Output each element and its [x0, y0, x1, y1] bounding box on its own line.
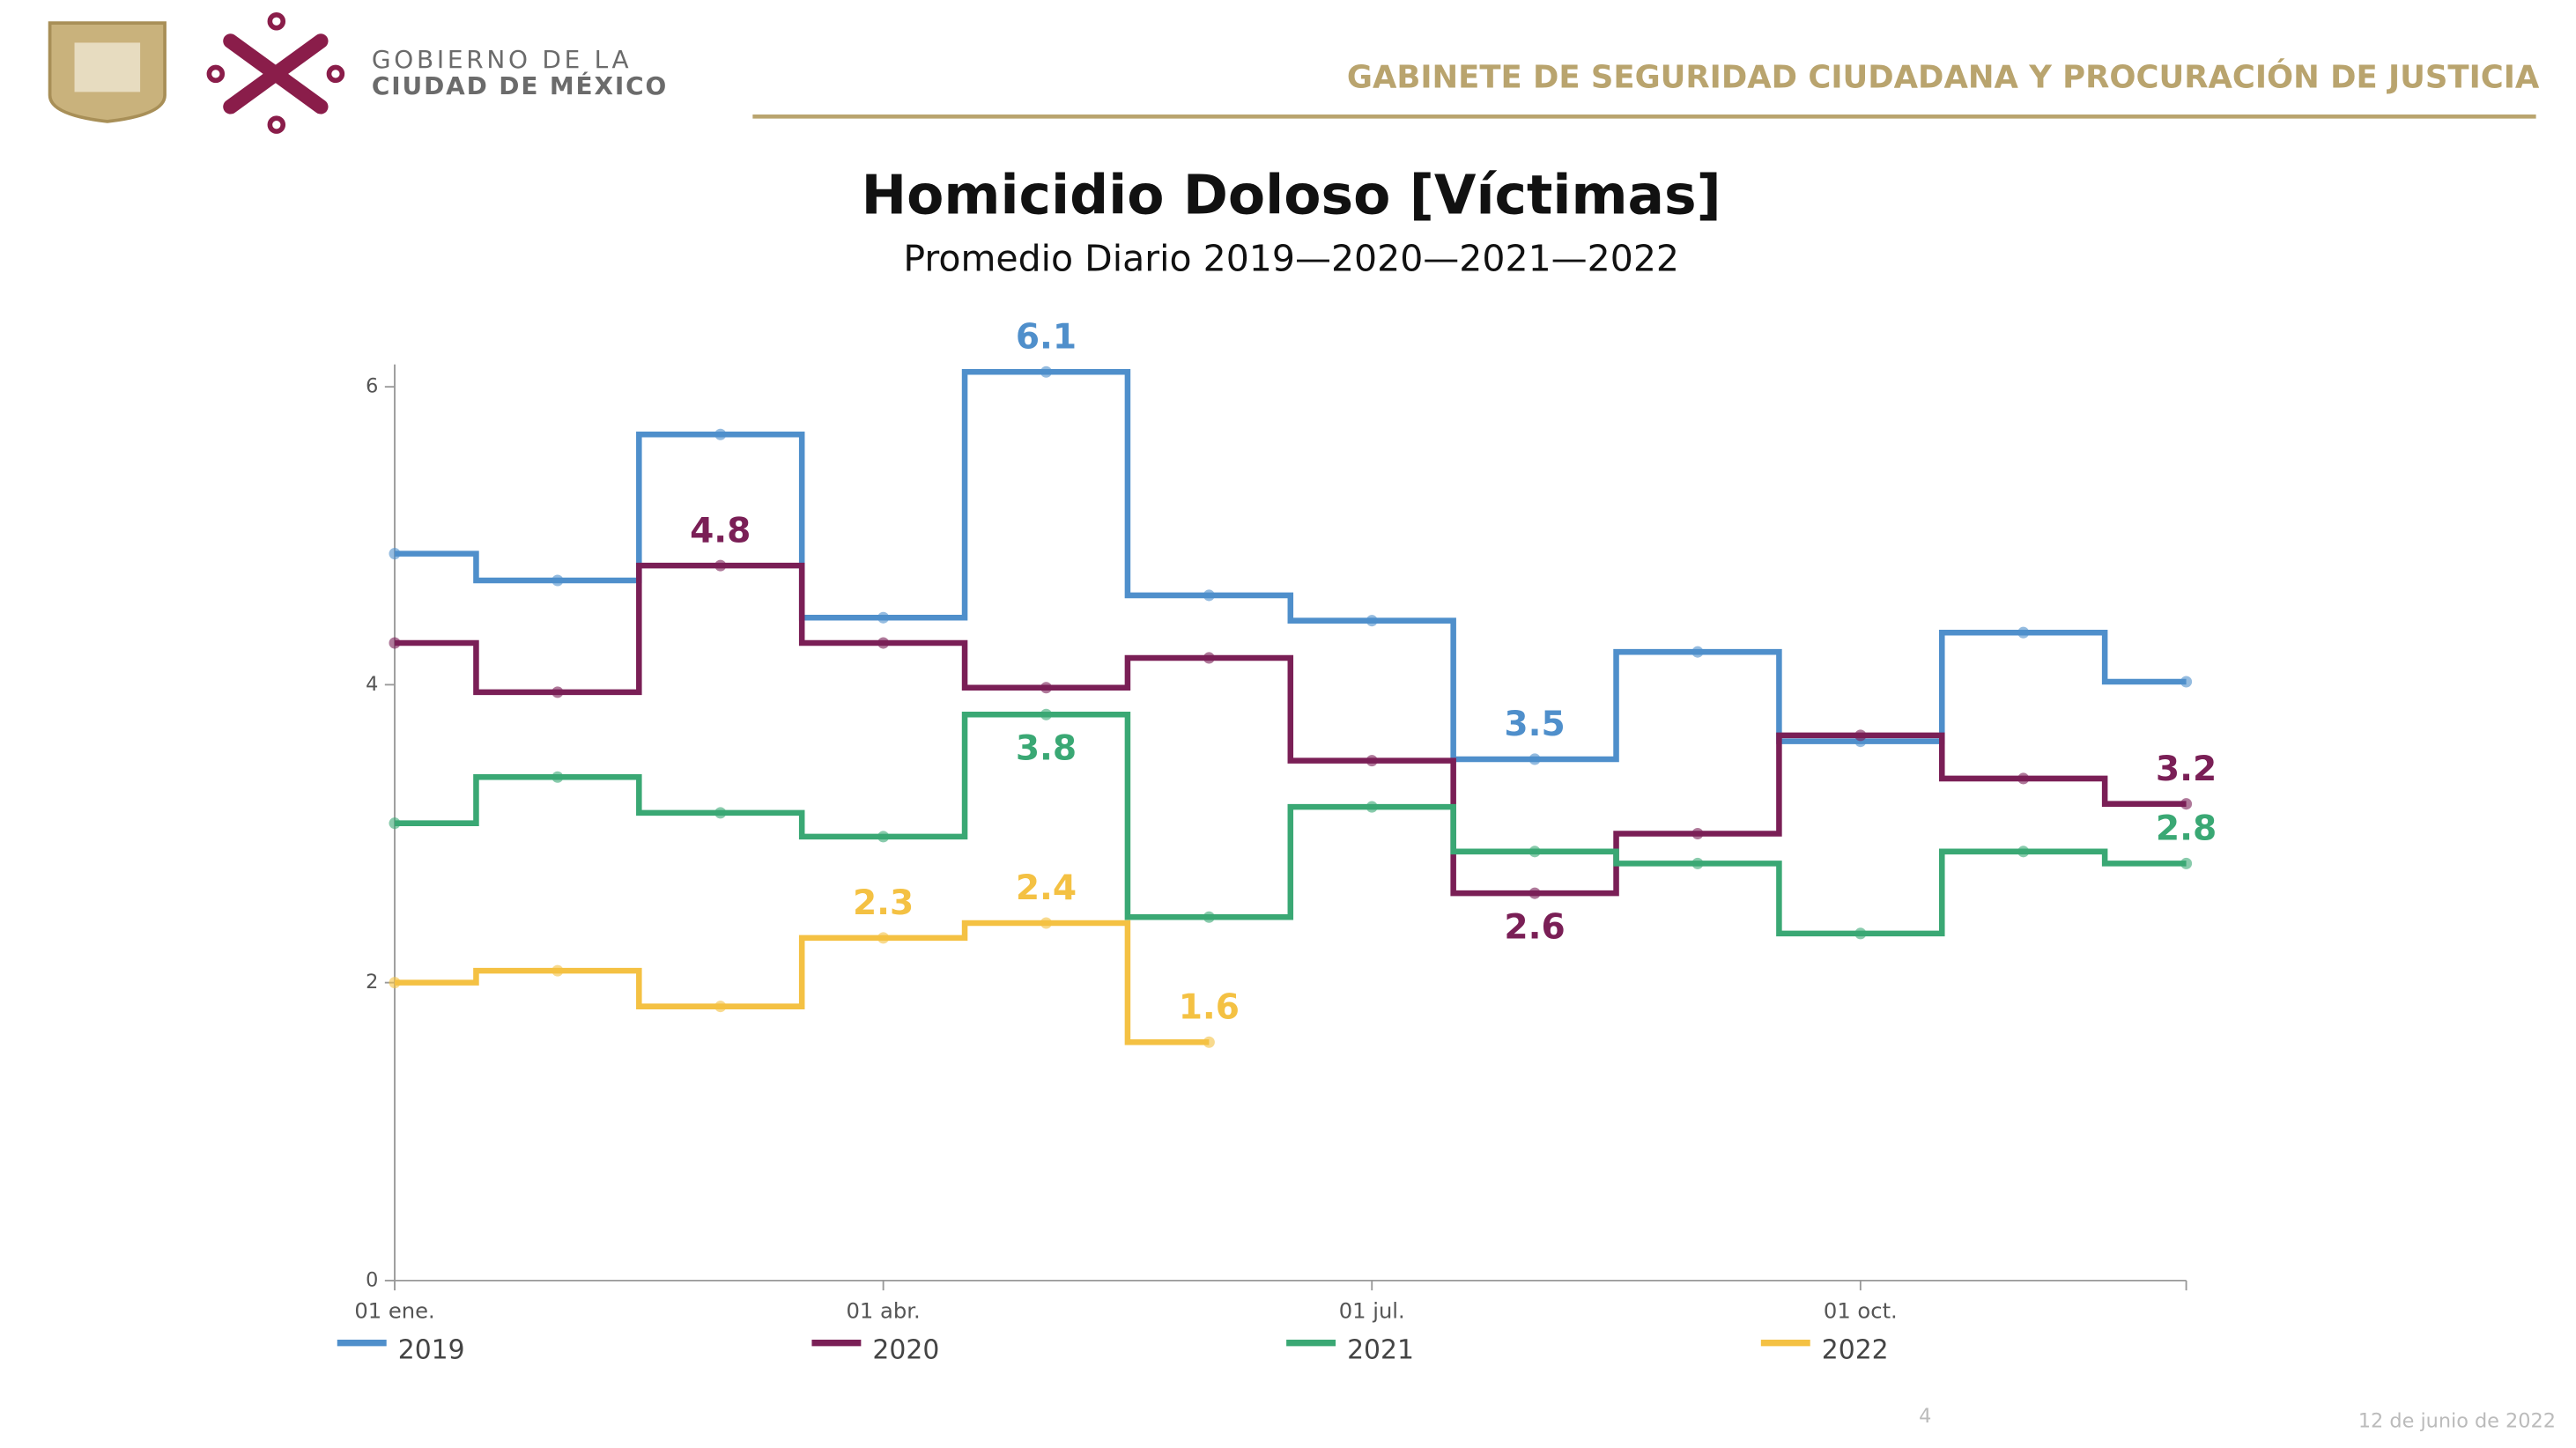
point — [1040, 366, 1053, 378]
point — [1040, 917, 1053, 929]
data-label: 2.6 — [1504, 908, 1565, 948]
point — [714, 807, 727, 819]
legend-label: 2022 — [1822, 1335, 1889, 1366]
point — [877, 637, 890, 649]
logo-shield — [48, 21, 167, 123]
point — [2180, 857, 2193, 869]
point — [877, 831, 890, 843]
point — [877, 611, 890, 624]
step-line — [395, 368, 2187, 763]
chart-subtitle: Promedio Diario 2019—2020—2021—2022 — [903, 237, 1679, 279]
point — [1366, 615, 1378, 627]
step-line — [395, 920, 1210, 1045]
point — [551, 964, 564, 977]
y-tick-label: 4 — [366, 673, 378, 696]
legend-label: 2021 — [1347, 1335, 1414, 1366]
x-tick-label: 01 ene. — [354, 1298, 434, 1323]
point — [1203, 1036, 1215, 1048]
point — [1203, 652, 1215, 664]
point — [1529, 887, 1541, 899]
point — [1691, 857, 1704, 869]
point — [2180, 798, 2193, 810]
point — [1040, 682, 1053, 694]
point — [389, 548, 401, 560]
data-label: 3.8 — [1016, 729, 1077, 769]
data-label: 2.3 — [853, 883, 914, 923]
point — [877, 932, 890, 944]
x-tick-label: 01 abr. — [847, 1298, 921, 1323]
data-label: 2.4 — [1016, 868, 1077, 908]
data-label: 3.5 — [1504, 705, 1565, 744]
org-line: CIUDAD DE MÉXICO — [372, 70, 668, 100]
point — [1854, 729, 1867, 742]
step-line — [395, 711, 2187, 937]
point — [1203, 911, 1215, 923]
point — [714, 428, 727, 440]
chart-title: Homicidio Doloso [Víctimas] — [862, 164, 1721, 227]
point — [1691, 646, 1704, 658]
y-tick-label: 6 — [366, 375, 378, 398]
point — [2017, 626, 2030, 639]
y-tick-label: 2 — [366, 971, 378, 994]
point — [389, 977, 401, 989]
point — [1529, 846, 1541, 858]
point — [2180, 676, 2193, 688]
point — [1691, 827, 1704, 840]
data-label: 6.1 — [1016, 317, 1077, 357]
point — [551, 686, 564, 698]
point — [1854, 927, 1867, 940]
legend-label: 2020 — [872, 1335, 939, 1366]
step-line — [395, 562, 2187, 897]
point — [1203, 589, 1215, 602]
org-line: GOBIERNO DE LA — [372, 45, 632, 74]
point — [551, 574, 564, 587]
point — [714, 559, 727, 572]
data-label: 2.8 — [2156, 809, 2217, 849]
logo-cdmx — [206, 11, 345, 134]
point — [714, 1001, 727, 1013]
x-tick-label: 01 jul. — [1339, 1298, 1405, 1323]
y-tick-label: 0 — [366, 1268, 378, 1291]
point — [1529, 753, 1541, 765]
data-label: 4.8 — [690, 511, 751, 550]
point — [1366, 801, 1378, 813]
point — [389, 637, 401, 649]
data-label: 1.6 — [1179, 988, 1240, 1028]
page-number: 4 — [1919, 1405, 1931, 1428]
legend-label: 2019 — [398, 1335, 465, 1366]
point — [1366, 755, 1378, 767]
x-tick-label: 01 oct. — [1824, 1298, 1898, 1323]
point — [2017, 846, 2030, 858]
cabinet-name: GABINETE DE SEGURIDAD CIUDADANA Y PROCUR… — [1347, 58, 2540, 95]
point — [1040, 708, 1053, 720]
footer-date: 12 de junio de 2022 — [2358, 1410, 2556, 1433]
data-label: 3.2 — [2156, 750, 2217, 789]
point — [389, 817, 401, 830]
point — [2017, 772, 2030, 785]
point — [551, 771, 564, 783]
